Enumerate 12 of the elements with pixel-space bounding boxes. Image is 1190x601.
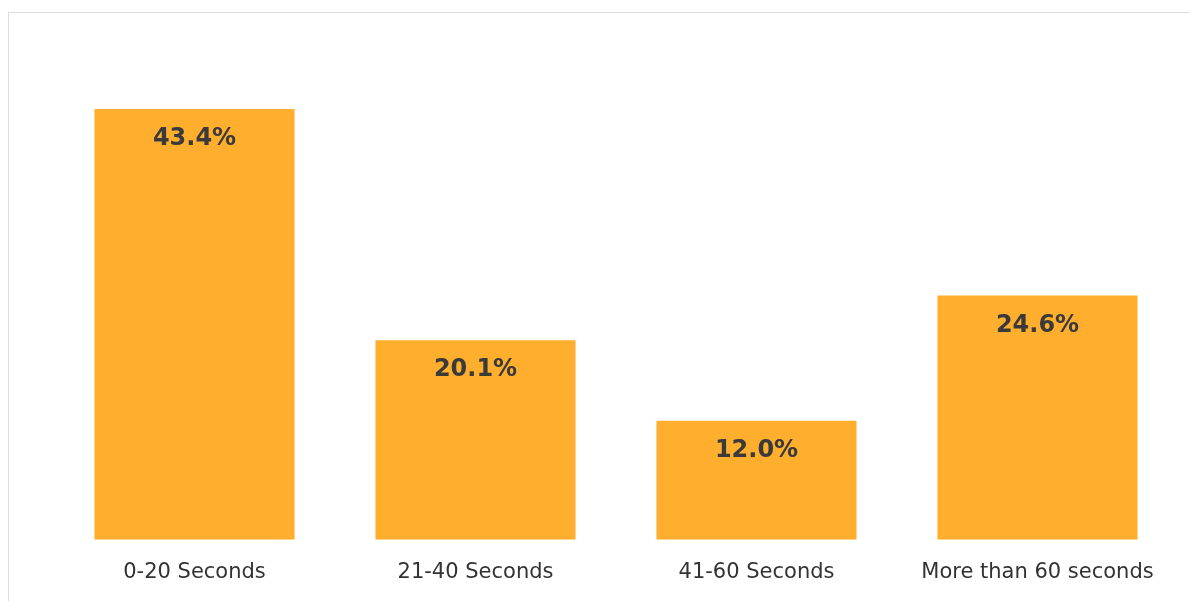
- bar: [937, 295, 1138, 540]
- data-label: 24.6%: [995, 309, 1080, 338]
- x-tick-label: 0-20 Seconds: [123, 558, 266, 583]
- data-label: 20.1%: [433, 354, 518, 383]
- x-tick-label: 41-60 Seconds: [678, 558, 835, 583]
- x-tick-label: More than 60 seconds: [921, 558, 1154, 583]
- x-tick-label: 21-40 Seconds: [397, 558, 554, 583]
- bar: [94, 108, 295, 540]
- bar: [375, 340, 576, 540]
- data-label: 12.0%: [714, 434, 799, 463]
- data-label: 43.4%: [152, 123, 237, 152]
- bar: [656, 420, 857, 540]
